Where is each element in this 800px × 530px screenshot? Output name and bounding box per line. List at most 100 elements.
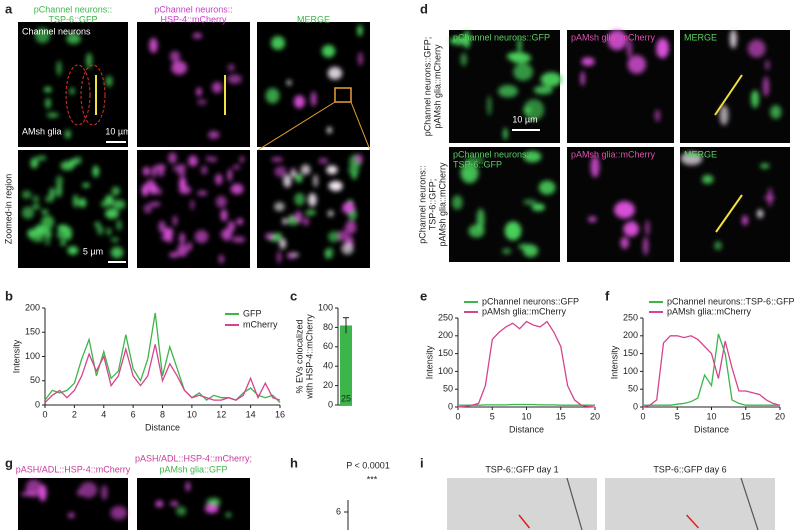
y-axis-label: Intensity <box>609 345 619 379</box>
signal-blob <box>714 241 722 251</box>
signal-blob <box>45 97 52 109</box>
signal-blob <box>210 156 217 162</box>
annotation: AMsh glia <box>22 126 62 136</box>
y-tick-label: 50 <box>30 375 40 385</box>
y-tick-label: 0 <box>328 399 333 409</box>
signal-blob <box>33 225 44 239</box>
signal-blob <box>760 163 770 169</box>
micrograph <box>605 478 775 530</box>
signal-blob <box>627 55 647 74</box>
signal-blob <box>41 215 55 229</box>
y-tick-label: 200 <box>438 330 453 340</box>
y-axis-label: Intensity <box>424 345 434 379</box>
micrograph-signal <box>265 24 363 134</box>
signal-blob <box>64 129 71 139</box>
signal-blob <box>155 500 164 508</box>
x-tick-label: 16 <box>275 409 285 419</box>
signal-blob <box>156 187 162 196</box>
panel-label: c <box>290 288 297 303</box>
micrograph-signal <box>265 154 363 264</box>
image-title: pASH/ADL::HSP-4::mCherry; <box>135 453 252 463</box>
signal-blob <box>460 52 468 67</box>
signal-blob <box>82 182 90 188</box>
micrograph-fiber <box>740 477 759 530</box>
signal-blob <box>70 158 79 165</box>
signal-blob <box>523 106 532 114</box>
signal-blob <box>188 155 198 167</box>
micrograph <box>137 478 250 530</box>
panel-label: f <box>605 288 610 303</box>
micrograph-signal <box>34 27 113 139</box>
signal-blob <box>623 221 640 237</box>
signal-blob <box>152 165 157 178</box>
signal-blob <box>232 236 246 243</box>
signal-blob <box>747 39 766 58</box>
signal-blob <box>341 242 354 255</box>
x-axis-label: Distance <box>145 422 180 432</box>
signal-blob <box>146 179 155 189</box>
significance: *** <box>367 474 378 484</box>
signal-blob <box>67 512 75 518</box>
signal-blob <box>101 485 108 500</box>
signal-blob <box>741 215 749 226</box>
signal-blob <box>509 52 532 64</box>
legend-label: GFP <box>243 308 262 318</box>
signal-blob <box>44 226 52 241</box>
annotation: Channel neurons <box>22 26 91 36</box>
signal-blob <box>451 195 463 210</box>
y-tick-label: 100 <box>25 351 40 361</box>
signal-blob <box>345 220 357 234</box>
signal-blob <box>215 173 223 185</box>
signal-blob <box>523 99 545 121</box>
panel-label: b <box>5 288 13 303</box>
signal-blob <box>358 52 363 66</box>
x-tick-label: 8 <box>160 409 165 419</box>
row-label: pAMsh glia::mCherry <box>432 44 442 129</box>
signal-blob <box>656 38 669 59</box>
signal-blob <box>294 192 305 206</box>
y-axis-label: with HSP-4::mCherry <box>304 314 314 400</box>
signal-blob <box>149 37 158 53</box>
signal-blob <box>502 248 512 255</box>
signal-blob <box>227 220 236 233</box>
legend-label: pChannel neurons::GFP <box>482 296 579 306</box>
signal-blob <box>354 154 363 164</box>
row-label: Zoomed-in region <box>3 174 13 245</box>
signal-blob <box>158 220 166 233</box>
signal-blob <box>38 484 47 502</box>
signal-blob <box>66 33 81 45</box>
signal-blob <box>60 160 75 171</box>
signal-blob <box>327 210 334 217</box>
signal-blob <box>78 198 87 208</box>
y-tick-label: 50 <box>628 384 638 394</box>
signal-blob <box>143 203 153 214</box>
signal-blob <box>210 499 219 504</box>
signal-blob <box>680 151 703 166</box>
panel-label: h <box>290 455 298 470</box>
y-tick-label: 0 <box>633 401 638 411</box>
signal-blob <box>170 501 179 507</box>
signal-blob <box>342 201 355 212</box>
signal-blob <box>172 215 178 226</box>
signal-blob <box>208 130 220 139</box>
scale-bar-label: 5 µm <box>83 246 103 256</box>
signal-blob <box>503 127 508 140</box>
signal-blob <box>220 209 228 222</box>
image-title: TSP-6::GFP day 6 <box>653 464 726 474</box>
signal-blob <box>169 252 179 258</box>
signal-blob <box>295 173 303 183</box>
signal-blob <box>756 209 764 219</box>
signal-blob <box>336 230 349 242</box>
signal-blob <box>287 219 293 224</box>
signal-blob <box>300 164 311 175</box>
signal-blob <box>187 241 193 251</box>
x-axis-label: Distance <box>694 424 729 434</box>
image-title: MERGE <box>684 32 717 42</box>
image-title: pAMsh glia::GFP <box>159 464 227 474</box>
signal-blob <box>286 79 292 86</box>
signal-blob <box>326 165 338 175</box>
micrograph-signal <box>719 29 782 126</box>
signal-blob <box>155 164 166 172</box>
profile-line <box>715 194 743 233</box>
